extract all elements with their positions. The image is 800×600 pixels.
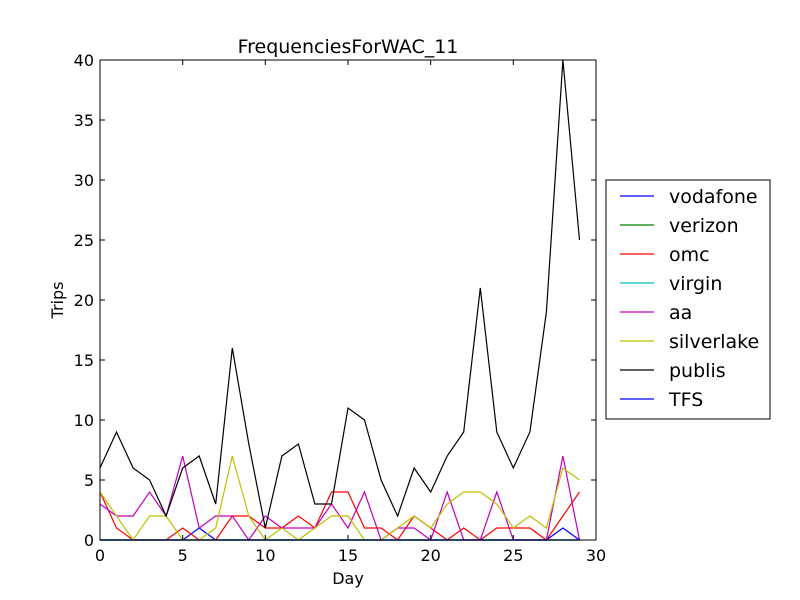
axis-ticks: 0 5 10 15 20 25 30 0 5 10 15 20 25 30 35 40 [74,51,607,565]
y-tick-label: 0 [84,531,94,550]
legend-label-verizon: verizon [669,215,739,237]
legend-label-omc: omc [669,244,710,266]
y-tick-label: 10 [74,411,94,430]
legend: vodafone verizon omc virgin aa silverlake publ… [605,179,771,420]
legend-label-virgin: virgin [669,273,722,295]
legend-frame [605,179,771,420]
y-tick-label: 5 [84,471,94,490]
legend-label-publis: publis [669,360,726,382]
x-tick-label: 25 [503,546,523,565]
series-line-omc [99,491,580,541]
legend-label-silverlake: silverlake [669,331,759,353]
y-tick-label: 35 [74,111,94,130]
x-tick-label: 30 [586,546,606,565]
y-tick-label: 25 [74,231,94,250]
y-tick-label: 15 [74,351,94,370]
x-tick-label: 20 [420,546,440,565]
series-line-publis [99,59,581,529]
x-axis-label: Day [332,569,364,588]
y-axis-label: Trips [48,282,67,320]
chart-title: FrequenciesForWAC_11 [238,36,459,58]
plot-area-frame [99,59,597,541]
series-lines [99,59,581,542]
series-line-silverlake [99,455,580,542]
legend-label-tfs: TFS [668,389,703,411]
legend-label-vodafone: vodafone [669,186,758,208]
series-line-vodafone [100,527,580,541]
x-tick-label: 0 [95,546,105,565]
x-tick-label: 15 [338,546,358,565]
y-tick-label: 30 [74,171,94,190]
legend-label-aa: aa [669,302,692,324]
y-tick-label: 40 [74,51,94,70]
x-tick-label: 10 [255,546,275,565]
x-tick-label: 5 [178,546,188,565]
y-tick-label: 20 [74,291,94,310]
